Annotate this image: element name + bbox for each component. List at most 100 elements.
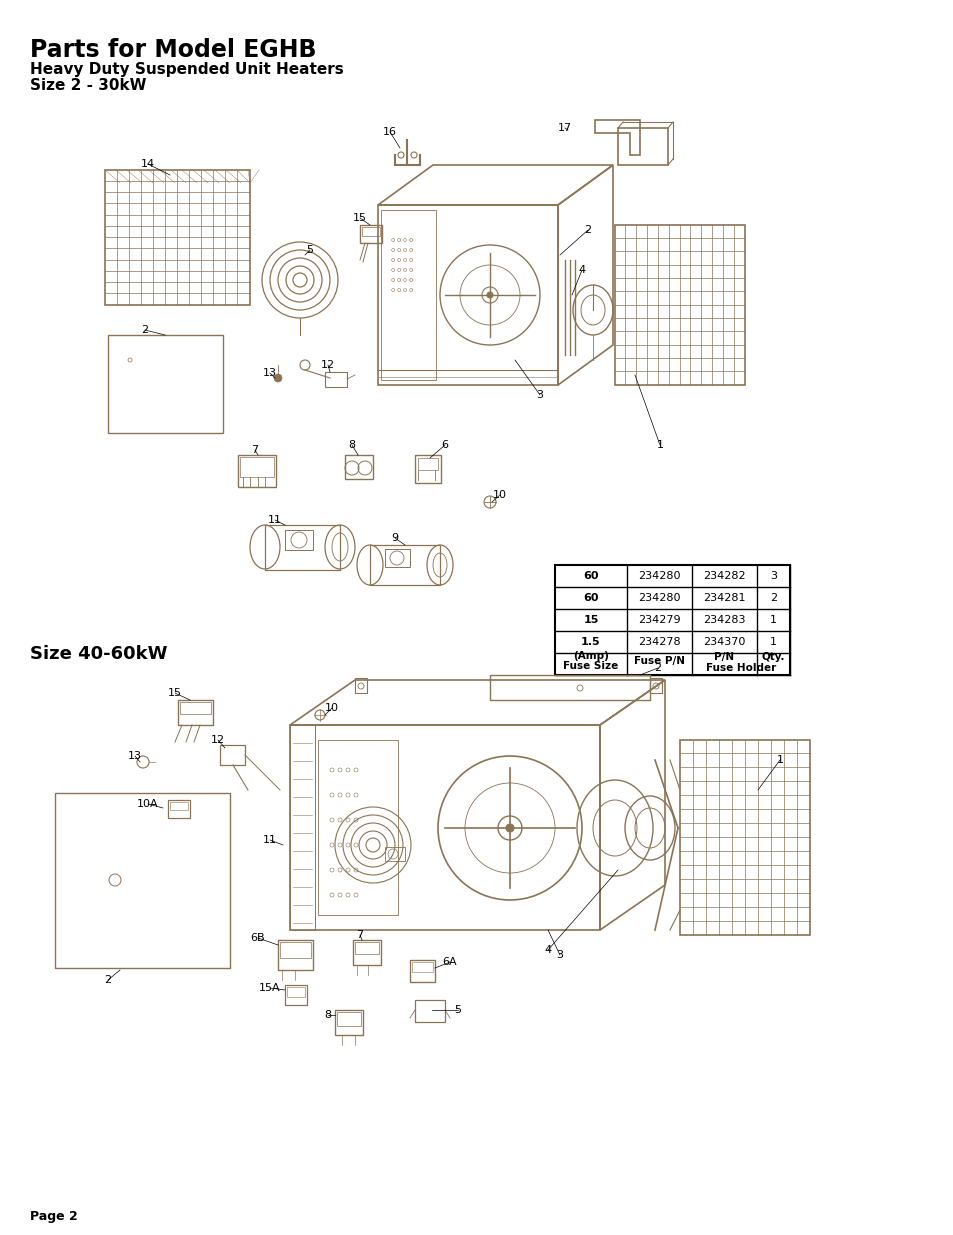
- Text: 234280: 234280: [638, 593, 680, 603]
- Bar: [385, 847, 405, 861]
- Text: 9: 9: [391, 534, 398, 543]
- Text: 4: 4: [578, 266, 585, 275]
- Bar: [679, 740, 809, 935]
- Text: 1: 1: [776, 755, 782, 764]
- Circle shape: [486, 291, 493, 298]
- Text: Fuse P/N: Fuse P/N: [634, 656, 684, 667]
- Text: 2: 2: [584, 225, 591, 235]
- Text: 10A: 10A: [137, 799, 158, 809]
- Bar: [353, 940, 380, 965]
- Bar: [285, 530, 313, 550]
- Text: Fuse Size: Fuse Size: [563, 661, 618, 671]
- Text: 1.5: 1.5: [580, 637, 600, 647]
- Text: 4: 4: [544, 945, 551, 955]
- Text: 8: 8: [348, 440, 355, 450]
- Text: 11: 11: [263, 835, 276, 845]
- Text: 60: 60: [582, 571, 598, 580]
- Text: 13: 13: [263, 368, 276, 378]
- Text: 14: 14: [141, 159, 155, 169]
- Text: Size 40-60kW: Size 40-60kW: [30, 645, 168, 663]
- Text: 234282: 234282: [702, 571, 745, 580]
- Circle shape: [505, 824, 514, 832]
- Bar: [555, 564, 789, 676]
- Text: Qty.: Qty.: [760, 652, 784, 662]
- Text: 234280: 234280: [638, 571, 680, 580]
- Text: 6: 6: [441, 440, 448, 450]
- Text: 3: 3: [556, 950, 563, 960]
- Bar: [615, 225, 744, 385]
- Bar: [317, 740, 397, 915]
- Bar: [285, 986, 307, 1005]
- Text: 15: 15: [582, 615, 598, 625]
- Bar: [240, 457, 274, 477]
- Bar: [108, 335, 223, 433]
- Text: 1: 1: [656, 440, 662, 450]
- Text: 10: 10: [493, 490, 506, 500]
- Text: 6B: 6B: [251, 932, 265, 944]
- Circle shape: [274, 374, 282, 382]
- Text: 5: 5: [306, 245, 314, 254]
- Bar: [415, 1000, 444, 1023]
- Bar: [105, 170, 250, 305]
- Bar: [649, 678, 661, 693]
- Text: 234283: 234283: [702, 615, 745, 625]
- Bar: [355, 942, 378, 953]
- Bar: [336, 1011, 360, 1026]
- Bar: [412, 962, 433, 972]
- Text: 15: 15: [168, 688, 182, 698]
- Text: 234279: 234279: [638, 615, 680, 625]
- Text: 7: 7: [252, 445, 258, 454]
- Bar: [380, 210, 436, 380]
- Bar: [280, 942, 311, 958]
- Text: 3: 3: [536, 390, 543, 400]
- Text: 60: 60: [582, 593, 598, 603]
- Bar: [277, 940, 313, 969]
- Text: P/N: P/N: [714, 652, 734, 662]
- Text: 10: 10: [325, 703, 338, 713]
- Bar: [237, 454, 275, 487]
- Text: 12: 12: [320, 359, 335, 370]
- Bar: [180, 701, 211, 714]
- Text: Heavy Duty Suspended Unit Heaters: Heavy Duty Suspended Unit Heaters: [30, 62, 343, 77]
- Text: 6A: 6A: [442, 957, 456, 967]
- Text: 234281: 234281: [702, 593, 745, 603]
- Text: 234278: 234278: [638, 637, 680, 647]
- Text: 16: 16: [382, 127, 396, 137]
- Text: 15A: 15A: [259, 983, 280, 993]
- Text: (Amp): (Amp): [573, 651, 608, 661]
- Bar: [417, 458, 437, 471]
- Bar: [345, 454, 373, 479]
- Text: 1: 1: [769, 615, 776, 625]
- Bar: [335, 1010, 363, 1035]
- Bar: [287, 987, 305, 997]
- Text: 15: 15: [353, 212, 367, 224]
- Text: Size 2 - 30kW: Size 2 - 30kW: [30, 78, 147, 93]
- Text: 2: 2: [769, 593, 777, 603]
- Bar: [410, 960, 435, 982]
- Bar: [385, 550, 410, 567]
- Bar: [361, 227, 379, 236]
- Text: 1: 1: [769, 637, 776, 647]
- Text: Page 2: Page 2: [30, 1210, 77, 1223]
- Text: Fuse Holder: Fuse Holder: [705, 663, 776, 673]
- Text: 7: 7: [356, 930, 363, 940]
- Bar: [170, 802, 188, 810]
- Text: 17: 17: [558, 124, 572, 133]
- Text: 3: 3: [769, 571, 776, 580]
- Bar: [55, 793, 230, 968]
- Bar: [220, 745, 245, 764]
- Text: Parts for Model EGHB: Parts for Model EGHB: [30, 38, 316, 62]
- Bar: [359, 225, 381, 243]
- Text: 11: 11: [268, 515, 282, 525]
- Text: 2: 2: [104, 974, 112, 986]
- Text: 234370: 234370: [702, 637, 745, 647]
- Text: 13: 13: [128, 751, 142, 761]
- Text: 8: 8: [324, 1010, 332, 1020]
- Bar: [415, 454, 440, 483]
- Bar: [325, 372, 347, 387]
- Bar: [355, 678, 367, 693]
- Bar: [290, 725, 314, 930]
- Text: 2: 2: [654, 663, 660, 673]
- Text: 2: 2: [141, 325, 149, 335]
- Bar: [168, 800, 190, 818]
